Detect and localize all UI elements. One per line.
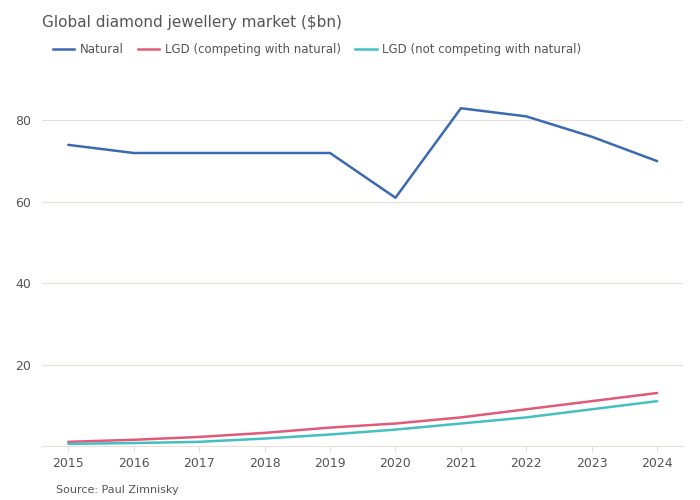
Legend: Natural, LGD (competing with natural), LGD (not competing with natural): Natural, LGD (competing with natural), L…	[48, 38, 587, 60]
Text: Source: Paul Zimnisky: Source: Paul Zimnisky	[56, 485, 178, 495]
Text: Global diamond jewellery market ($bn): Global diamond jewellery market ($bn)	[42, 15, 342, 30]
